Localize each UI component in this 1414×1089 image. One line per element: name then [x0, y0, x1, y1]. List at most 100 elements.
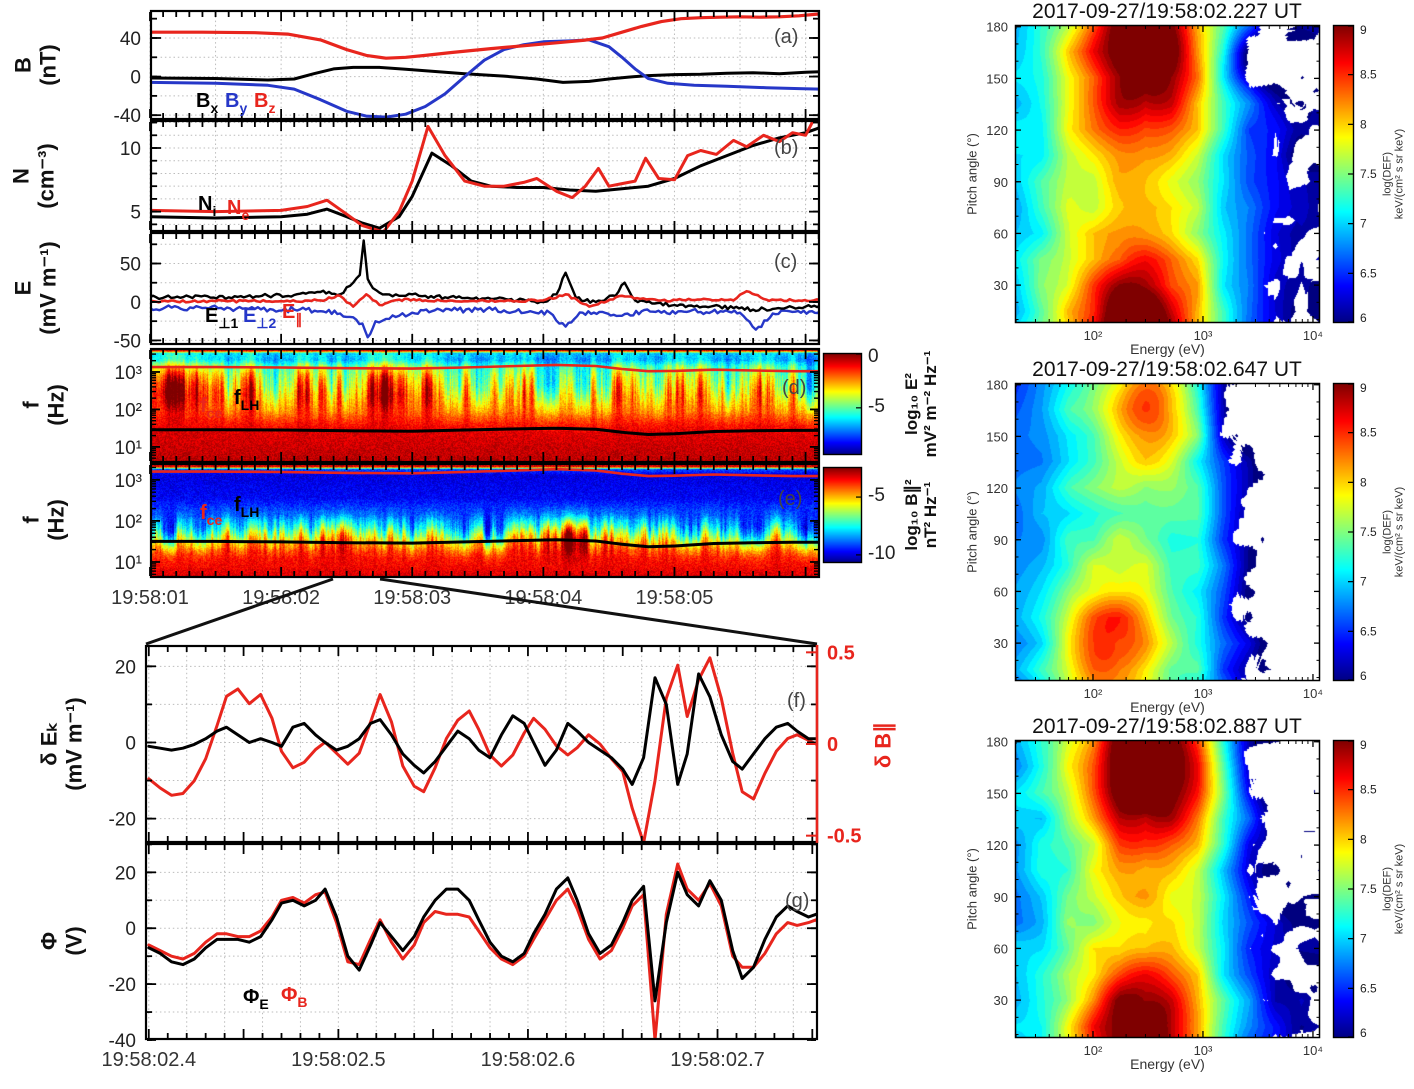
- svg-text:Bx: Bx: [196, 90, 218, 116]
- svg-text:10³: 10³: [115, 471, 142, 492]
- svg-text:120: 120: [986, 123, 1008, 138]
- svg-text:150: 150: [986, 71, 1008, 86]
- svg-text:7: 7: [1360, 932, 1367, 946]
- svg-text:19:58:05: 19:58:05: [636, 587, 714, 609]
- svg-text:6.5: 6.5: [1360, 266, 1377, 280]
- svg-text:19:58:02: 19:58:02: [242, 587, 320, 609]
- plot-layer: 9 8.5 8 7.5 7 6.5 6: [1332, 381, 1377, 683]
- energy-xlabel-2: Energy (eV): [1130, 699, 1205, 715]
- svg-text:40: 40: [120, 29, 141, 50]
- ylabel-line: f: [18, 516, 44, 524]
- svg-text:10²: 10²: [115, 400, 142, 421]
- svg-text:8: 8: [1360, 475, 1367, 489]
- cbar-label-line: mV² m⁻² Hz⁻¹: [921, 350, 940, 458]
- svg-text:0: 0: [130, 293, 141, 314]
- svg-text:-5: -5: [868, 485, 885, 506]
- pitch-panel-1: 180 150 120 90 60 30 10² 10³ 10⁴: [986, 20, 1323, 343]
- svg-text:7.5: 7.5: [1360, 525, 1377, 539]
- pitch-ylabel-line: Pitch angle (°): [964, 848, 980, 930]
- svg-text:ΦB: ΦB: [281, 984, 308, 1010]
- svg-text:0: 0: [827, 734, 838, 756]
- pitch-colorbar-2: 9 8.5 8 7.5 7 6.5 6: [1332, 381, 1377, 683]
- svg-text:fce: fce: [200, 395, 222, 421]
- svg-text:-20: -20: [109, 810, 136, 831]
- ylabel-line: (Hz): [43, 384, 68, 426]
- svg-text:19:58:03: 19:58:03: [373, 587, 451, 609]
- svg-text:10³: 10³: [1194, 1043, 1213, 1058]
- svg-text:8.5: 8.5: [1360, 783, 1377, 797]
- svg-text:6: 6: [1360, 1026, 1367, 1040]
- panel-efield: 50 0 -50 E⊥1 E⊥2 E∥ (c): [114, 231, 821, 352]
- svg-text:10³: 10³: [1194, 328, 1213, 343]
- svg-text:7: 7: [1360, 575, 1367, 589]
- panel-b-spectrogram: 10¹ 10² 10³ 19:58:01 19:58:02 19:58:03 19:58:0…: [111, 462, 821, 609]
- ylabel-density: N (cm⁻³): [8, 143, 58, 208]
- ylabel-line: (mV m⁻¹): [61, 697, 86, 791]
- ylabel-line: δ B∥: [870, 721, 896, 769]
- svg-text:Ni: Ni: [198, 193, 216, 219]
- svg-text:fLH: fLH: [234, 387, 259, 413]
- svg-text:60: 60: [994, 584, 1008, 599]
- panel-density: 10 5 Ni Ne (b): [120, 119, 821, 233]
- plot-layer: -5 -10: [822, 466, 895, 564]
- pitch-ylabel-line: Pitch angle (°): [964, 491, 980, 573]
- svg-text:By: By: [225, 90, 247, 116]
- svg-text:(a): (a): [774, 26, 798, 48]
- svg-text:8: 8: [1360, 117, 1367, 131]
- svg-text:0: 0: [130, 68, 141, 89]
- cbar-d-label: log₁₀ E² mV² m⁻² Hz⁻¹: [902, 351, 940, 458]
- svg-text:20: 20: [115, 657, 136, 678]
- ylabel-line: Φ: [36, 931, 62, 951]
- colorbar-canvas: [1333, 383, 1354, 681]
- svg-text:10²: 10²: [1084, 1043, 1103, 1058]
- svg-text:19:58:02.6: 19:58:02.6: [481, 1049, 576, 1071]
- plot-layer: 20 0 -20 0.5 0 -0.5 (f): [109, 642, 862, 847]
- cbar-label-line: log(DEF): [1381, 509, 1394, 555]
- svg-text:150: 150: [986, 429, 1008, 444]
- svg-text:8.5: 8.5: [1360, 68, 1377, 82]
- ylabel-b-field: B (nT): [10, 44, 60, 86]
- svg-text:ΦE: ΦE: [243, 986, 269, 1012]
- svg-text:7.5: 7.5: [1360, 167, 1377, 181]
- pitch-ylabel-2: Pitch angle (°): [964, 491, 981, 573]
- ylabel-freq-e: f (Hz): [18, 499, 68, 541]
- svg-text:10⁴: 10⁴: [1303, 1043, 1323, 1058]
- svg-text:10²: 10²: [115, 512, 142, 533]
- ylabel-line: (Hz): [43, 499, 68, 541]
- svg-text:6: 6: [1360, 311, 1367, 325]
- svg-text:fLH: fLH: [234, 494, 259, 520]
- svg-text:120: 120: [986, 481, 1008, 496]
- svg-text:60: 60: [994, 226, 1008, 241]
- svg-text:30: 30: [994, 636, 1008, 651]
- ylabel-delta-ek: δ Eₖ (mV m⁻¹): [36, 697, 86, 791]
- cbar-label-line: keV/(cm² s sr keV): [1394, 486, 1406, 578]
- svg-text:19:58:02.4: 19:58:02.4: [102, 1049, 197, 1071]
- colorbar-canvas: [823, 467, 862, 563]
- pitch-cbar-label-2: log(DEF) keV/(cm² s sr keV): [1382, 487, 1407, 577]
- colorbar-e-spectrum: 0 -5: [822, 346, 885, 456]
- svg-text:-0.5: -0.5: [827, 826, 861, 848]
- cbar-label-line: log(DEF): [1381, 151, 1394, 197]
- svg-text:30: 30: [994, 993, 1008, 1008]
- ylabel-line: (V): [61, 926, 86, 956]
- plot-layer: 50 0 -50 E⊥1 E⊥2 E∥ (c): [114, 231, 821, 352]
- plot-layer: 9 8.5 8 7.5 7 6.5 6: [1332, 23, 1377, 325]
- svg-text:-40: -40: [114, 106, 141, 127]
- svg-text:20: 20: [115, 863, 136, 884]
- svg-text:50: 50: [120, 255, 141, 276]
- pitch-title-1: 2017-09-27/19:58:02.227 UT: [1032, 0, 1302, 23]
- svg-text:7: 7: [1360, 217, 1367, 231]
- svg-text:(b): (b): [774, 137, 798, 159]
- svg-text:30: 30: [994, 278, 1008, 293]
- svg-text:-40: -40: [109, 1031, 136, 1052]
- energy-xlabel-3: Energy (eV): [1130, 1056, 1205, 1072]
- svg-text:10¹: 10¹: [115, 553, 142, 574]
- ylabel-freq-d: f (Hz): [18, 384, 68, 426]
- svg-text:-50: -50: [114, 331, 141, 352]
- svg-text:(f): (f): [787, 690, 806, 712]
- svg-text:-5: -5: [868, 396, 885, 417]
- ylabel-line: E: [10, 280, 36, 296]
- svg-text:E⊥2: E⊥2: [243, 305, 277, 331]
- pitch-angle-canvas: [1015, 25, 1320, 323]
